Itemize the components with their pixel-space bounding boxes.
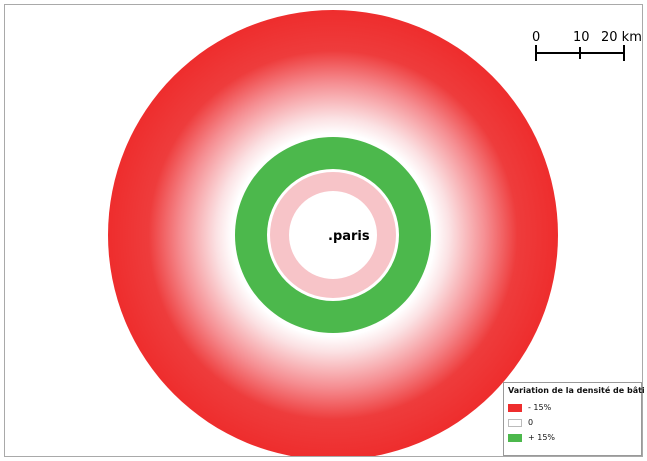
legend-title: Variation de la densité de bâti — [508, 386, 645, 395]
scale-label-0: 0 — [532, 30, 540, 45]
map-frame: .paris 0 10 20 km — [4, 4, 643, 457]
legend-label-decrease: - 15% — [528, 403, 552, 412]
legend-swatch-increase — [508, 433, 522, 442]
scale-bar: 0 10 20 km — [532, 30, 642, 61]
scale-label-10: 10 — [573, 30, 590, 45]
legend-swatch-decrease — [508, 403, 522, 412]
center-zone — [289, 191, 377, 279]
map-canvas[interactable]: .paris 0 10 20 km — [5, 5, 643, 457]
legend-item-increase: + 15% — [508, 430, 637, 445]
legend-label-increase: + 15% — [528, 433, 556, 442]
scale-label-20km: 20 km — [601, 30, 642, 45]
map-legend: Variation de la densité de bâti - 15% 0 … — [503, 382, 645, 456]
city-label-paris: .paris — [328, 229, 370, 244]
legend-label-neutral: 0 — [528, 418, 534, 427]
legend-swatch-neutral — [508, 418, 522, 427]
legend-item-decrease: - 15% — [508, 400, 637, 415]
legend-item-neutral: 0 — [508, 415, 637, 430]
